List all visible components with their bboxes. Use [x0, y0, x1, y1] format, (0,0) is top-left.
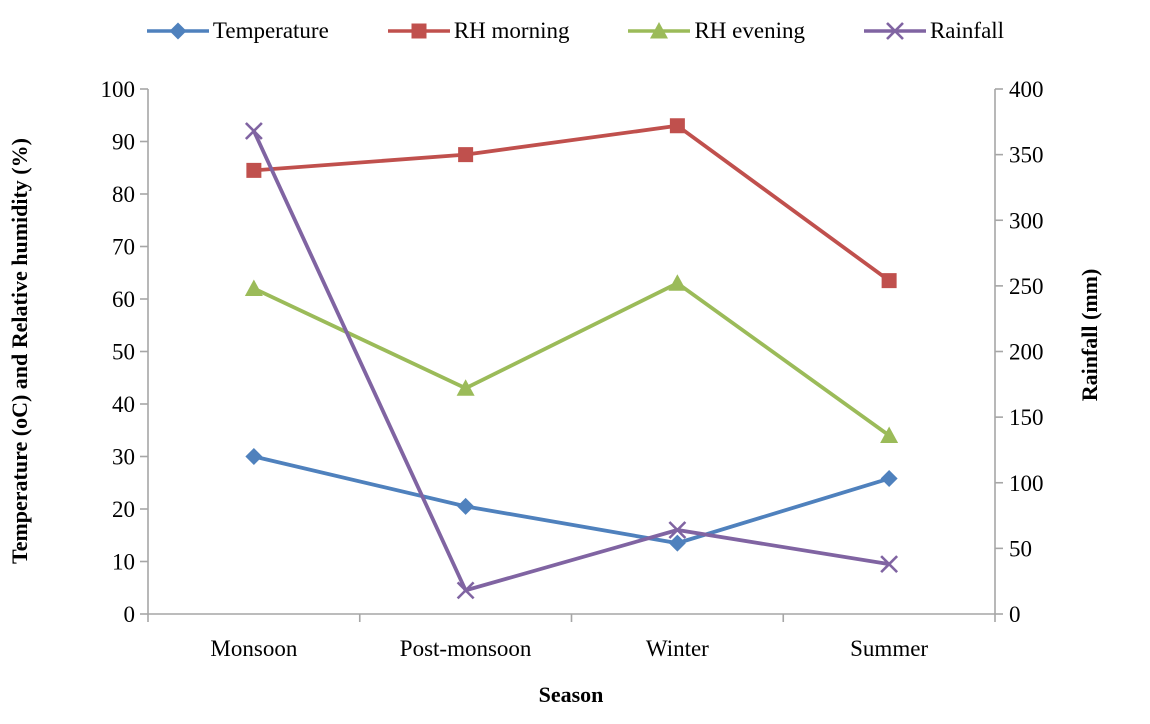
- left-tick-label: 30: [112, 445, 135, 470]
- left-tick-label: 80: [112, 182, 135, 207]
- marker-rh-morning-summer: [881, 273, 897, 289]
- category-label-post-monsoon: Post-monsoon: [400, 636, 532, 661]
- right-tick-label: 100: [1009, 471, 1044, 496]
- marker-temperature-post-monsoon: [457, 497, 475, 515]
- left-tick-label: 60: [112, 287, 135, 312]
- right-tick-label: 50: [1009, 536, 1032, 561]
- marker-rh-evening-winter: [668, 274, 687, 291]
- x-axis-ticks: Monsoon Post-monsoon Winter Summer: [147, 614, 996, 661]
- marker-rh-evening-post-monsoon: [456, 379, 475, 396]
- left-axis-ticks: 0 10 20 30 40 50 60 70 80 90 100: [101, 77, 148, 627]
- marker-rainfall-summer: [880, 555, 899, 574]
- right-tick-label: 0: [1009, 602, 1021, 627]
- marker-rainfall-winter: [668, 521, 687, 539]
- legend-marker-rainfall: [886, 22, 904, 40]
- series-rh-evening: [244, 274, 899, 443]
- left-tick-label: 20: [112, 497, 135, 522]
- marker-temperature-monsoon: [245, 448, 263, 465]
- series-temperature: [245, 448, 898, 552]
- legend-key-x-icon: [863, 22, 926, 40]
- marker-temperature-summer: [880, 470, 898, 488]
- left-axis-title: Temperature (oC) and Relative humidity (…: [7, 138, 32, 564]
- series-rh-morning: [246, 118, 897, 289]
- legend-item-temperature: Temperature: [146, 18, 329, 44]
- left-tick-label: 0: [124, 602, 136, 627]
- series-line-rainfall: [252, 130, 890, 593]
- series-line-temperature: [253, 454, 890, 546]
- marker-rh-morning-winter: [669, 118, 685, 134]
- legend-label: RH morning: [453, 18, 570, 43]
- legend-label: Temperature: [212, 18, 329, 43]
- marker-rh-evening-monsoon: [244, 279, 263, 296]
- category-label-monsoon: Monsoon: [210, 636, 297, 661]
- marker-temperature-winter: [668, 534, 686, 552]
- legend: Temperature RH morning RH evening Rainfall: [0, 18, 1150, 44]
- legend-label: Rainfall: [929, 18, 1005, 43]
- series-line-rh-evening: [253, 281, 891, 438]
- marker-rh-morning-monsoon: [246, 162, 262, 178]
- marker-rainfall-post-monsoon: [456, 581, 475, 600]
- series-rainfall: [244, 122, 899, 600]
- right-axis-ticks: 0 50 100 150 200 250 300 350 400: [995, 77, 1044, 627]
- legend-marker-temperature: [169, 22, 187, 40]
- right-tick-label: 350: [1009, 143, 1044, 168]
- legend-key-triangle-icon: [628, 22, 691, 39]
- left-tick-label: 70: [112, 235, 135, 260]
- left-tick-label: 100: [101, 77, 136, 102]
- right-tick-label: 400: [1009, 77, 1044, 102]
- right-tick-label: 250: [1009, 274, 1044, 299]
- right-tick-label: 300: [1009, 208, 1044, 233]
- data-series: [244, 118, 899, 600]
- right-axis-title: Rainfall (mm): [1077, 269, 1102, 402]
- marker-rh-morning-post-monsoon: [458, 147, 474, 163]
- legend-label: RH evening: [694, 18, 805, 43]
- left-tick-label: 40: [112, 392, 135, 417]
- legend-key-square-icon: [387, 23, 450, 39]
- series-line-rh-morning: [253, 123, 891, 283]
- marker-rainfall-monsoon: [244, 122, 263, 140]
- legend-marker-rh-morning: [411, 23, 427, 39]
- legend-key-diamond-icon: [146, 22, 209, 40]
- legend-item-rh-morning: RH morning: [387, 18, 570, 44]
- right-tick-label: 200: [1009, 340, 1044, 365]
- legend-item-rainfall: Rainfall: [863, 18, 1004, 44]
- left-tick-label: 50: [112, 340, 135, 365]
- left-tick-label: 10: [112, 550, 135, 575]
- legend-item-rh-evening: RH evening: [627, 18, 805, 44]
- right-tick-label: 150: [1009, 405, 1044, 430]
- marker-rh-evening-summer: [880, 426, 899, 443]
- legend-marker-rh-evening: [650, 22, 669, 39]
- x-axis-title: Season: [539, 682, 604, 707]
- category-label-winter: Winter: [646, 636, 709, 661]
- left-tick-label: 90: [112, 130, 135, 155]
- category-label-summer: Summer: [850, 636, 928, 661]
